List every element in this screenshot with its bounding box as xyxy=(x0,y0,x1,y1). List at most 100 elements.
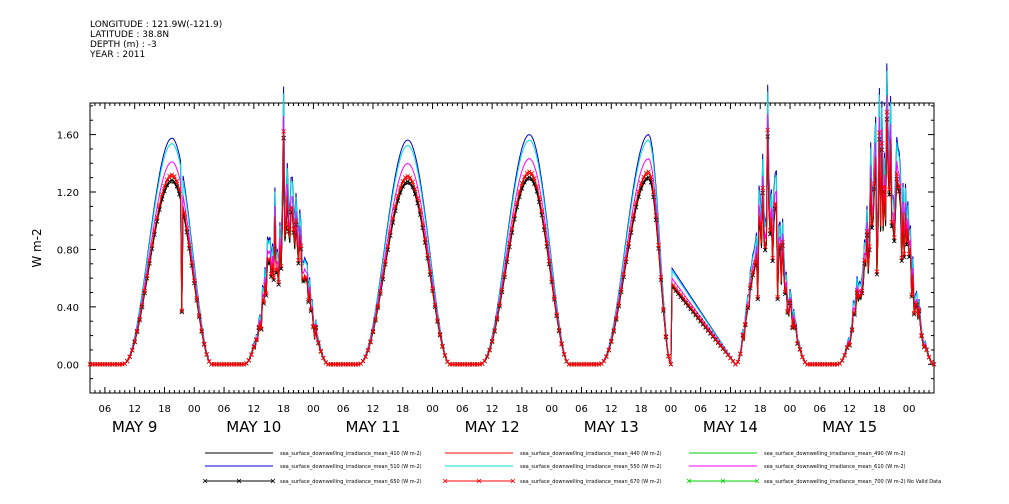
series-marker xyxy=(184,225,190,231)
series-marker xyxy=(752,260,758,265)
series-marker xyxy=(787,298,793,304)
series-marker xyxy=(604,354,609,359)
series-marker xyxy=(653,213,659,218)
legend-marker xyxy=(720,478,726,484)
series-marker xyxy=(869,225,875,231)
series-marker xyxy=(378,289,383,294)
series-marker xyxy=(770,255,775,261)
series-marker xyxy=(631,212,636,218)
legend-label: sea_surface_downwelling_irradiance_mean_… xyxy=(764,479,941,485)
y-axis-label: W m-2 xyxy=(30,228,44,267)
series-marker xyxy=(363,354,368,359)
series-marker xyxy=(258,326,264,331)
series-marker xyxy=(541,227,547,233)
series-marker xyxy=(271,275,276,280)
series-marker xyxy=(926,354,932,360)
series-marker xyxy=(293,218,299,223)
series-line xyxy=(90,121,935,367)
series-marker xyxy=(537,194,542,200)
dataset-header: LONGITUDE : 121.9W(-121.9) LATITUDE : 38… xyxy=(90,20,222,60)
series-marker xyxy=(559,341,564,346)
series-marker xyxy=(263,291,269,296)
series-marker xyxy=(241,362,247,367)
series-marker xyxy=(854,288,860,293)
series-marker xyxy=(685,301,691,307)
series-marker xyxy=(882,184,887,190)
series-marker xyxy=(891,235,897,240)
series-marker xyxy=(514,200,520,205)
series-marker xyxy=(601,358,607,364)
series-marker xyxy=(393,203,398,209)
series-marker xyxy=(628,226,634,231)
plot-border xyxy=(89,102,935,394)
series-marker xyxy=(177,186,182,192)
series-marker xyxy=(199,328,204,333)
x-tick-label: 06 xyxy=(218,404,231,415)
series-marker xyxy=(745,303,751,309)
series-marker xyxy=(688,305,694,310)
legend-label: sea_surface_downwelling_irradiance_mean_… xyxy=(764,464,906,470)
series-marker xyxy=(931,362,937,367)
series-marker xyxy=(318,348,324,354)
x-tick-label: 06 xyxy=(337,404,350,415)
series-marker xyxy=(904,242,909,247)
series-marker xyxy=(254,337,259,342)
legend-marker xyxy=(686,478,692,484)
series-marker xyxy=(755,294,761,300)
series-marker xyxy=(544,240,550,246)
series-marker xyxy=(690,308,696,313)
series-marker xyxy=(678,292,684,298)
series-line xyxy=(90,119,935,367)
series-marker xyxy=(512,212,517,218)
series-marker xyxy=(139,303,145,308)
series-marker xyxy=(849,327,855,332)
series-marker xyxy=(683,300,689,306)
x-tick-label: 00 xyxy=(426,404,439,415)
series-marker xyxy=(765,127,770,133)
series-marker xyxy=(760,185,766,191)
legend-label: sea_surface_downwelling_irradiance_mean_… xyxy=(520,451,662,457)
series-marker xyxy=(517,189,522,195)
series-marker xyxy=(127,354,133,359)
series-marker xyxy=(616,302,622,307)
series-marker xyxy=(527,174,532,180)
legend-marker xyxy=(236,478,242,484)
x-tick-label: 18 xyxy=(754,404,767,415)
series-marker xyxy=(698,319,703,324)
series-marker xyxy=(266,258,272,263)
x-day-label: MAY 10 xyxy=(226,418,281,436)
series-marker xyxy=(785,308,790,314)
series-marker xyxy=(323,360,329,365)
series-marker xyxy=(646,169,651,174)
series-marker xyxy=(504,256,510,262)
series-marker xyxy=(507,241,512,246)
series-marker xyxy=(909,294,914,299)
legend-label: sea_surface_downwelling_irradiance_mean_… xyxy=(280,464,422,470)
series-marker xyxy=(906,251,912,257)
series-marker xyxy=(407,180,413,186)
series-marker xyxy=(663,334,669,339)
x-tick-label: 00 xyxy=(784,404,797,415)
series-marker xyxy=(710,333,716,339)
x-tick-label: 00 xyxy=(545,404,558,415)
series-marker xyxy=(916,307,922,312)
series-marker xyxy=(544,244,550,249)
series-marker xyxy=(626,241,631,246)
x-tick-label: 06 xyxy=(694,404,707,415)
series-marker xyxy=(494,315,500,321)
series-marker xyxy=(623,256,629,262)
series-marker xyxy=(775,294,780,300)
series-marker xyxy=(405,179,411,184)
y-tick-label: 0.00 xyxy=(57,360,79,371)
series-marker xyxy=(375,303,381,309)
series-marker xyxy=(795,340,800,346)
x-tick-label: 18 xyxy=(158,404,171,415)
series-marker xyxy=(398,185,403,190)
series-marker xyxy=(541,223,547,229)
series-marker xyxy=(487,347,492,353)
series-marker xyxy=(872,181,877,187)
x-day-label: MAY 14 xyxy=(703,418,758,436)
y-tick-label: 0.80 xyxy=(57,245,79,256)
series-marker xyxy=(522,174,527,180)
series-marker xyxy=(651,189,656,195)
